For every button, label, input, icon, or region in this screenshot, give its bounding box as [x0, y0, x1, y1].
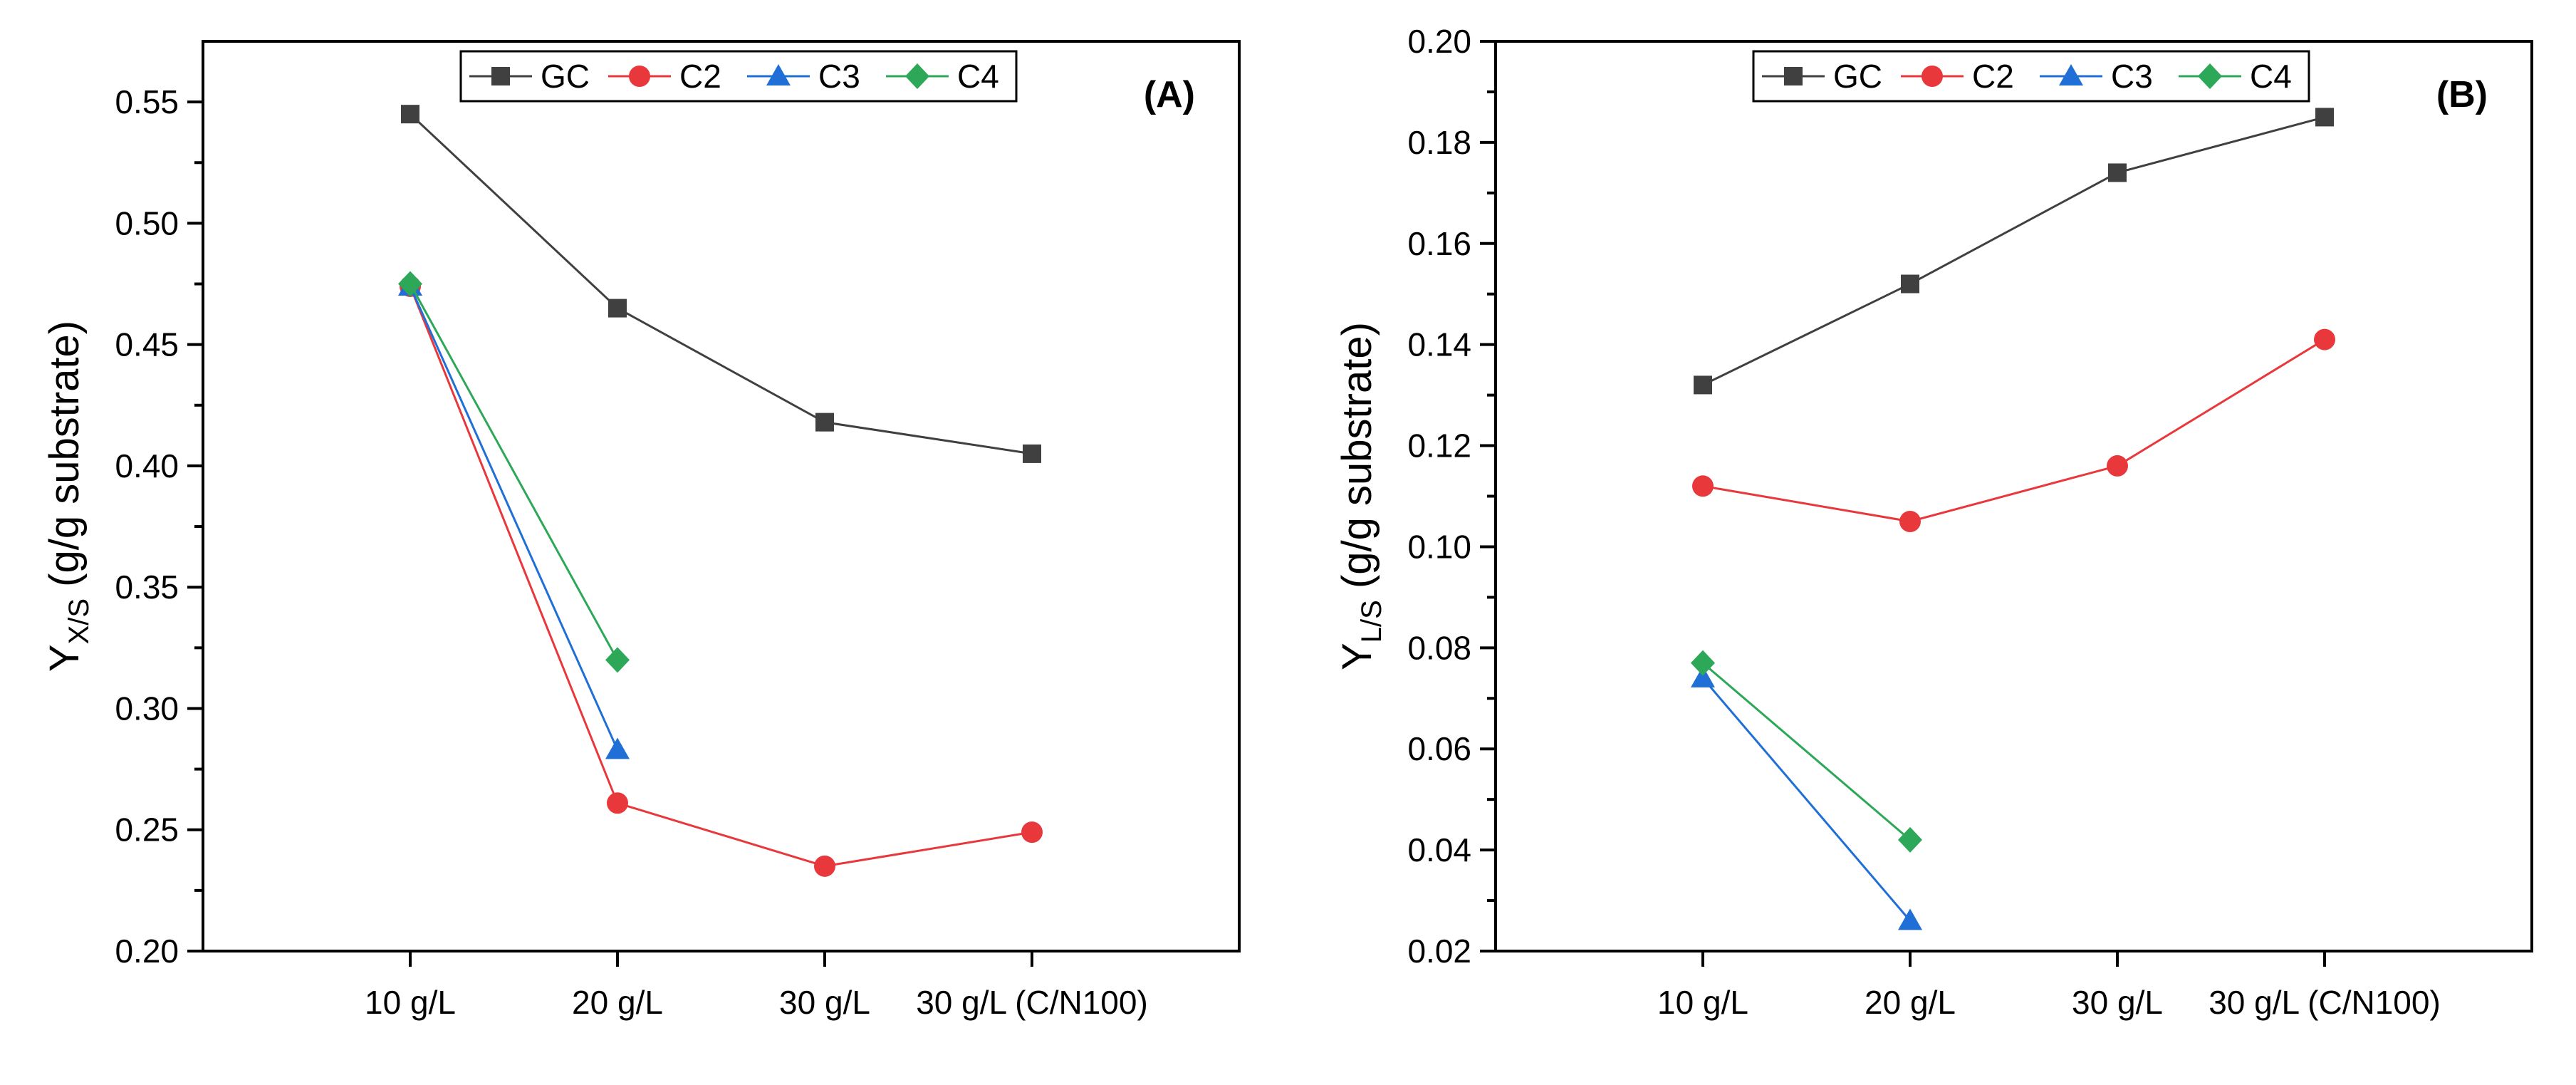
legend-label-c2: C2 — [679, 58, 721, 95]
y-tick-label: 0.30 — [115, 690, 179, 727]
y-tick-label: 0.12 — [1407, 427, 1471, 464]
y-tick-label: 0.40 — [115, 447, 179, 484]
x-tick-label: 20 g/L — [1865, 984, 1956, 1021]
x-tick-label: 30 g/L (C/N100) — [2209, 984, 2441, 1021]
legend-label-c2: C2 — [1972, 58, 2014, 95]
data-point-c2 — [2314, 328, 2335, 351]
panel-b: 0.02 0.04 0.06 0.08 0.10 0.12 0.14 0.16 0.18 0.20… — [1334, 23, 2533, 1021]
y-tick-label: 0.06 — [1407, 730, 1471, 767]
series-line-c4 — [409, 283, 619, 661]
legend-marker-c3 — [766, 64, 791, 85]
legend-label-c4: C4 — [957, 58, 999, 95]
series-line-c3 — [1701, 677, 1912, 922]
y-tick-label: 0.14 — [1407, 326, 1471, 363]
data-point-c2 — [2107, 455, 2128, 477]
data-point-c3 — [605, 737, 630, 759]
y-tick-label: 0.08 — [1407, 629, 1471, 666]
data-point-c2 — [1899, 510, 1921, 532]
y-axis-title: YL/S (g/g substrate) — [1334, 322, 1387, 670]
series-line-c3 — [409, 286, 619, 750]
y-axis-title-subscript: L/S — [1356, 600, 1387, 643]
y-tick-label: 0.20 — [115, 933, 179, 970]
y-tick-label: 0.45 — [115, 326, 179, 363]
y-tick-label: 0.55 — [115, 83, 179, 120]
x-tick-label: 10 g/L — [1657, 984, 1748, 1021]
series-line-c4 — [1702, 662, 1911, 841]
y-tick-label: 0.16 — [1407, 225, 1471, 262]
data-point-c2 — [814, 855, 835, 877]
legend-marker-gc — [491, 67, 510, 85]
legend-label-c3: C3 — [2111, 58, 2153, 95]
y-axis-title-units: (g/g substrate) — [41, 321, 88, 598]
plot-frame — [202, 40, 1241, 952]
data-point-c4 — [398, 271, 422, 297]
y-tick-label: 0.20 — [1407, 23, 1471, 60]
data-point-c2 — [1692, 475, 1714, 497]
y-tick-label: 0.02 — [1407, 933, 1471, 970]
legend-marker-c4 — [2198, 63, 2222, 89]
panel-label: (A) — [1144, 74, 1195, 115]
x-tick-label: 10 g/L — [365, 984, 456, 1021]
data-point-gc — [1694, 375, 1712, 395]
y-tick-label: 0.18 — [1407, 124, 1471, 161]
series-line-c2 — [1702, 338, 2325, 523]
data-point-gc — [401, 105, 419, 124]
x-tick-label: 30 g/L — [779, 984, 870, 1021]
panel-label: (B) — [2436, 74, 2488, 115]
y-axis-title-main: Y — [41, 644, 88, 672]
y-tick-label: 0.35 — [115, 569, 179, 606]
y-tick-label: 0.50 — [115, 204, 179, 242]
series-line-c2 — [409, 286, 1033, 868]
data-point-c2 — [1021, 821, 1043, 843]
data-point-c4 — [1898, 826, 1922, 853]
legend-marker-gc — [1784, 67, 1803, 85]
legend-marker-c4 — [905, 63, 929, 89]
data-point-c2 — [607, 792, 628, 814]
data-point-gc — [2315, 108, 2334, 127]
data-point-c3 — [1691, 665, 1715, 687]
legend-label-c4: C4 — [2250, 58, 2292, 95]
legend-label-c3: C3 — [818, 58, 860, 95]
data-point-c4 — [605, 647, 630, 673]
data-point-gc — [1901, 274, 1919, 294]
plot-frame — [1494, 40, 2533, 952]
legend-marker-c3 — [2059, 64, 2083, 85]
legend-label-gc: GC — [541, 58, 590, 95]
data-point-gc — [608, 298, 627, 318]
data-point-c4 — [1691, 650, 1715, 676]
data-point-c3 — [1898, 908, 1922, 930]
series-line-gc — [409, 113, 1033, 455]
y-tick-label: 0.25 — [115, 811, 179, 848]
data-point-gc — [815, 412, 834, 432]
x-tick-label: 30 g/L (C/N100) — [916, 984, 1148, 1021]
y-tick-label: 0.10 — [1407, 528, 1471, 565]
y-axis-title-main: Y — [1334, 643, 1380, 670]
data-point-gc — [1023, 444, 1041, 463]
x-tick-label: 30 g/L — [2072, 984, 2163, 1021]
y-tick-label: 0.04 — [1407, 831, 1471, 868]
x-tick-label: 20 g/L — [572, 984, 663, 1021]
legend-marker-c2 — [1921, 66, 1943, 87]
y-axis-title: YX/S (g/g substrate) — [41, 321, 95, 672]
legend-label-gc: GC — [1833, 58, 1882, 95]
data-point-gc — [2108, 163, 2127, 182]
y-axis-title-subscript: X/S — [63, 598, 95, 644]
y-axis-title-units: (g/g substrate) — [1334, 322, 1380, 600]
legend-marker-c2 — [629, 66, 650, 87]
series-line-gc — [1702, 115, 2325, 386]
panel-a: 0.20 0.25 0.30 0.35 0.40 0.45 0.50 0.55 10 g/L 20… — [41, 40, 1241, 1021]
